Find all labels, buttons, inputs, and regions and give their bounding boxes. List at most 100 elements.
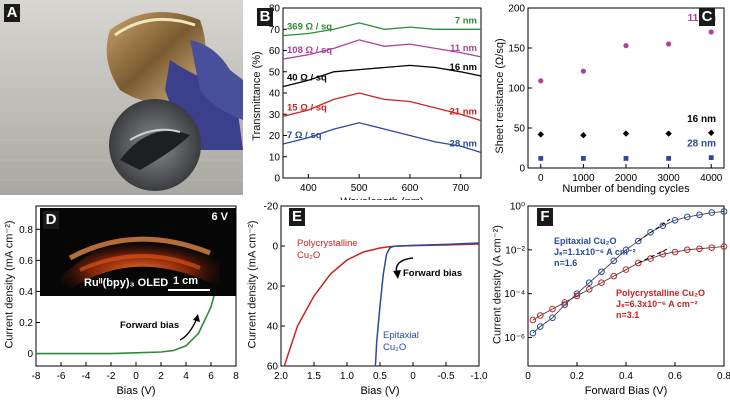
f-epi-js: Jₛ=1.1x10⁻⁶ A cm⁻² (554, 247, 636, 257)
f-data-point (549, 305, 556, 313)
f-data-point (720, 243, 728, 250)
f-data-point (659, 250, 667, 258)
f-epi-name: Epitaxial Cu₂O (554, 236, 617, 246)
b-y-tick-label: 40 (269, 89, 281, 100)
b-series-line (282, 92, 482, 122)
d-x-tick-label: 8 (233, 371, 239, 382)
e-x-tick-label: -0.5 (437, 371, 455, 382)
log-current-chart: 0 0.2 0.4 0.6 0.8 10⁻⁶ 10⁻⁴ 10⁻² 10⁰ Forward Bias… (504, 202, 730, 398)
d-x-axis-label: Bias (V) (116, 385, 155, 397)
e-iv-curve (283, 243, 480, 367)
inset-voltage-label: 6 V (211, 211, 228, 223)
transmittance-chart: 40050060070001020304050607080Wavelength … (269, 4, 482, 208)
f-data-point (683, 213, 691, 221)
f-y-tick-label: 10⁰ (510, 202, 525, 213)
f-data-point (671, 216, 679, 224)
d-iv-curve (36, 210, 237, 355)
c-x-tick-label: 0 (538, 173, 544, 184)
f-x-tick-label: 0 (525, 371, 531, 382)
d-arrow-head (193, 314, 200, 322)
e-x-tick-label: -1.0 (470, 371, 488, 382)
d-y-tick-label: 0.4 (19, 287, 33, 298)
f-y-tick-label: 10⁻⁶ (504, 333, 525, 344)
f-data-point (549, 314, 556, 322)
b-x-tick-label: 500 (351, 183, 368, 194)
c-y-tick-label: 0 (519, 164, 525, 175)
e-x-tick-label: 0.5 (373, 371, 387, 382)
scale-bar-label: 1 cm (173, 275, 199, 287)
f-data-point (622, 246, 630, 254)
c-x-tick-label: 3000 (657, 173, 680, 184)
b-x-tick-label: 600 (402, 183, 419, 194)
b-y-tick-label: 70 (269, 25, 281, 36)
c-data-point (666, 41, 672, 47)
plot-frame (527, 205, 725, 367)
f-fit-line (532, 246, 725, 321)
f-data-point (598, 279, 605, 287)
b-series-line (282, 39, 482, 60)
b-sheet-label: 108 Ω / sq (287, 45, 332, 56)
d-x-tick-label: 6 (208, 371, 214, 382)
b-thickness-label: 16 nm (450, 62, 477, 73)
panel-label-c: C (699, 8, 715, 26)
f-data-point (696, 245, 703, 253)
e-x-tick-label: 0 (410, 371, 416, 382)
c-data-point (623, 43, 629, 49)
b-sheet-label: 369 Ω / sq (287, 22, 332, 33)
c-y-tick-label: 200 (508, 4, 525, 15)
d-x-tick-label: -4 (82, 371, 91, 382)
panel-label-e: E (289, 208, 305, 226)
c-data-point (708, 129, 715, 136)
sheet-resistance-chart: 0 1000 2000 3000 4000 0 50 100 150 200 Number of b… (508, 4, 725, 195)
d-x-tick-label: 0 (133, 371, 139, 382)
f-x-tick-label: 0.2 (570, 371, 584, 382)
c-data-point (580, 132, 587, 139)
plot-frame (280, 205, 480, 367)
f-data-point (598, 268, 605, 276)
e-x-tick-label: 2.0 (274, 371, 288, 382)
panel-label-d: D (43, 211, 59, 229)
y-axis-label-e: Current density (mA cm⁻²) (246, 220, 259, 349)
flexible-film-photo (0, 0, 243, 195)
d-x-tick-label: -2 (107, 371, 116, 382)
e-forward-bias-label: Forward bias (403, 268, 462, 279)
b-y-tick-label: 20 (269, 131, 281, 142)
f-y-tick-label: 10⁻² (505, 245, 525, 256)
f-poly-name: Polycrystalline Cu₂O (616, 288, 705, 298)
f-data-point (561, 299, 569, 306)
d-x-tick-label: -8 (32, 371, 41, 382)
b-thickness-label: 21 nm (450, 107, 477, 118)
b-thickness-label: 7 nm (455, 15, 477, 26)
f-data-point (622, 266, 630, 273)
f-data-point (683, 246, 691, 254)
b-series-line (282, 122, 482, 154)
f-data-point (610, 272, 618, 280)
c-data-point (623, 156, 629, 161)
c-data-point (580, 156, 586, 161)
c-x-axis-label: Number of bending cycles (562, 183, 690, 195)
panel-b: 40050060070001020304050607080Wavelength … (243, 0, 488, 208)
e-x-tick-label: 1.5 (307, 371, 321, 382)
b-y-tick-label: 50 (269, 67, 281, 78)
c-x-tick-label: 4000 (700, 173, 723, 184)
b-sheet-label: 7 Ω / sq (287, 130, 322, 141)
b-thickness-label: 28 nm (450, 139, 477, 150)
f-data-point (610, 257, 618, 265)
f-poly-n: n=3.1 (616, 310, 639, 320)
oled-inset-photo: D 6 V Ruᴵᴵ(bpy)₃ OLED 1 cm (40, 208, 236, 296)
f-data-point (708, 244, 716, 251)
panel-a-photo: A (0, 0, 243, 195)
e-y-tick-label: 0 (272, 242, 278, 253)
f-data-point (536, 312, 544, 319)
c-data-point (538, 156, 544, 161)
c-data-point (665, 130, 672, 137)
d-x-tick-label: -6 (57, 371, 66, 382)
d-x-tick-label: 4 (183, 371, 189, 382)
panel-f: 0 0.2 0.4 0.6 0.8 10⁻⁶ 10⁻⁴ 10⁻² 10⁰ Forward Bias… (488, 200, 730, 400)
d-y-tick-label: 0.6 (19, 256, 33, 267)
d-y-tick-label: 0 (27, 349, 33, 360)
f-x-tick-label: 0.4 (619, 371, 633, 382)
panel-label-a: A (4, 4, 20, 22)
panel-e: 2.0 1.5 1.0 0.5 0 -0.5 -1.0 -20 0 20 40 60 Bias (V) P… (243, 200, 489, 400)
oled-glow-image (40, 208, 236, 296)
